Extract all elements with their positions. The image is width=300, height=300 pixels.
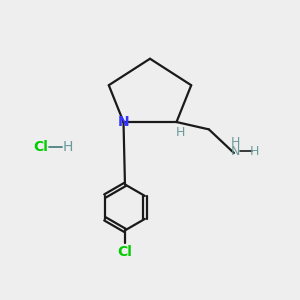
Text: H: H: [63, 140, 73, 154]
Text: Cl: Cl: [34, 140, 49, 154]
Text: Cl: Cl: [118, 244, 132, 259]
Text: H: H: [176, 126, 186, 139]
Text: N: N: [231, 145, 240, 158]
Text: H: H: [231, 136, 240, 149]
Text: H: H: [250, 145, 259, 158]
Text: N: N: [118, 115, 129, 129]
